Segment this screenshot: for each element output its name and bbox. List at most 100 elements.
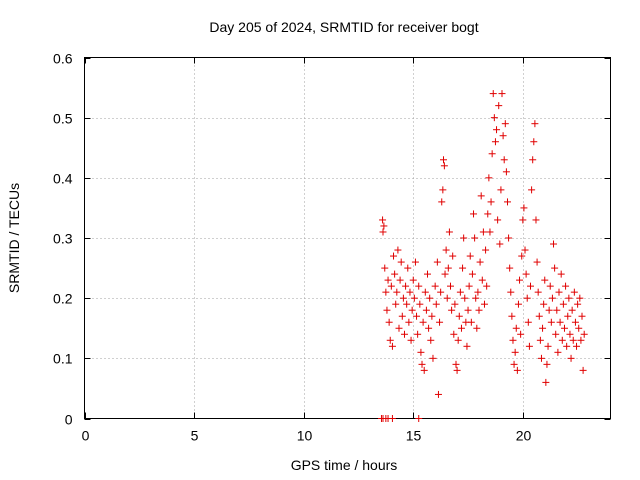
data-points <box>377 90 588 422</box>
plot-frame <box>84 57 611 419</box>
data-point <box>398 312 406 320</box>
data-point <box>510 360 518 368</box>
data-point <box>579 366 587 374</box>
data-point <box>428 312 436 320</box>
y-tick-label: 0.1 <box>53 351 73 367</box>
data-point <box>475 306 483 314</box>
data-point <box>415 282 423 290</box>
y-tick-label: 0.3 <box>53 231 73 247</box>
data-point <box>558 336 566 344</box>
data-point <box>548 294 556 302</box>
data-point <box>545 306 553 314</box>
data-point <box>501 120 509 128</box>
x-tick-label: 15 <box>406 428 422 444</box>
data-point <box>419 318 427 326</box>
data-point <box>519 216 527 224</box>
axis-ticks: 0 5 10 15 20 0 0.1 0.2 0.3 0.4 0.5 0.6 <box>53 51 611 444</box>
data-point <box>399 294 407 302</box>
data-point <box>439 156 447 164</box>
data-point <box>541 276 549 284</box>
data-point <box>528 186 536 194</box>
data-point <box>525 342 533 350</box>
data-point <box>413 312 421 320</box>
data-point <box>459 264 467 272</box>
y-tick-label: 0.5 <box>53 111 73 127</box>
data-point <box>410 294 418 302</box>
data-point <box>426 294 434 302</box>
data-point <box>531 120 539 128</box>
data-point <box>477 192 485 200</box>
data-point <box>488 150 496 158</box>
data-point <box>532 216 540 224</box>
data-point <box>535 312 543 320</box>
data-point <box>472 294 480 302</box>
data-point <box>440 162 448 170</box>
data-point <box>445 228 453 236</box>
data-point <box>524 318 532 326</box>
data-point <box>434 390 442 398</box>
data-point <box>405 318 413 326</box>
data-point <box>454 336 462 344</box>
data-point <box>533 258 541 266</box>
data-point <box>457 324 465 332</box>
data-point <box>523 294 531 302</box>
data-point <box>437 288 445 296</box>
data-point <box>391 270 399 278</box>
data-point <box>473 324 481 332</box>
data-point <box>507 288 515 296</box>
data-point <box>509 336 517 344</box>
data-point <box>387 282 395 290</box>
data-point <box>484 210 492 218</box>
data-point <box>490 114 498 122</box>
data-point <box>416 300 424 308</box>
y-tick-label: 0.4 <box>53 171 73 187</box>
data-point <box>388 342 396 350</box>
data-point <box>394 246 402 254</box>
data-point <box>527 282 535 290</box>
x-tick-label: 5 <box>191 428 199 444</box>
data-point <box>396 276 404 284</box>
data-point <box>570 288 578 296</box>
data-point <box>402 282 410 290</box>
data-point <box>452 360 460 368</box>
data-point <box>390 252 398 260</box>
data-point <box>536 336 544 344</box>
data-point <box>468 270 476 278</box>
data-point <box>403 300 411 308</box>
data-point <box>522 270 530 278</box>
data-point <box>422 306 430 314</box>
data-point <box>436 318 444 326</box>
data-point <box>559 300 567 308</box>
data-point <box>489 90 497 98</box>
data-point <box>449 252 457 260</box>
data-point <box>542 378 550 386</box>
data-point <box>495 102 503 110</box>
data-point <box>552 330 560 338</box>
data-point <box>573 342 581 350</box>
data-point <box>562 282 570 290</box>
data-point <box>571 318 579 326</box>
data-point <box>514 300 522 308</box>
data-point <box>485 174 493 182</box>
data-point <box>553 306 561 314</box>
data-point <box>397 258 405 266</box>
data-point <box>420 366 428 374</box>
data-point <box>450 330 458 338</box>
data-point <box>506 264 514 272</box>
data-point <box>386 336 394 344</box>
x-tick-label: 0 <box>82 428 90 444</box>
data-point <box>464 306 472 314</box>
y-tick-label: 0.6 <box>53 51 73 67</box>
data-point <box>502 168 510 176</box>
data-point <box>564 312 572 320</box>
data-point <box>465 282 473 290</box>
data-point <box>406 288 414 296</box>
data-point <box>451 300 459 308</box>
data-point <box>380 222 388 230</box>
data-point <box>576 294 584 302</box>
data-point <box>503 198 511 206</box>
data-point <box>569 336 577 344</box>
data-point <box>511 348 519 356</box>
data-point <box>554 348 562 356</box>
data-point <box>560 324 568 332</box>
